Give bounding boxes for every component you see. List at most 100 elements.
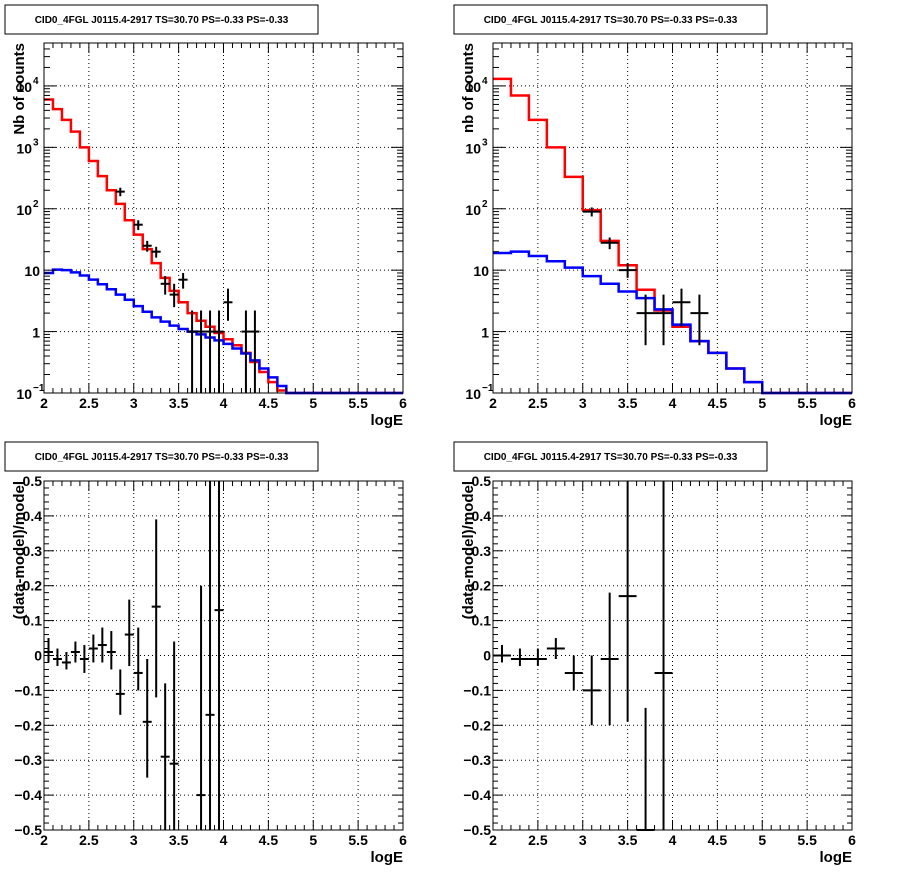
data-point: [205, 481, 215, 830]
data-point: [618, 481, 637, 722]
x-tick-label: 5.5: [348, 395, 368, 411]
data-point: [106, 631, 116, 670]
data-point: [582, 207, 601, 217]
y-tick-label: −0.1: [463, 682, 491, 698]
x-axis-label: logE: [820, 849, 853, 866]
x-tick-label: 4: [220, 832, 228, 848]
data-point: [564, 655, 583, 691]
x-tick-label: 4.5: [259, 395, 279, 411]
x-tick-label: 2.5: [79, 832, 99, 848]
title-box: [4, 4, 319, 35]
data-point: [178, 272, 188, 289]
y-tick-label: 10: [465, 140, 481, 156]
x-tick-label: 3: [130, 395, 138, 411]
y-axis-label: nb of counts: [460, 43, 477, 133]
chart-title: CID0_4FGL J0115.4-2917 TS=30.70 PS=-0.33…: [484, 452, 738, 463]
y-tick-label: 10: [16, 140, 32, 156]
y-tick-label: 0.5: [472, 473, 492, 489]
x-tick-label: 2: [489, 832, 497, 848]
chart-title: CID0_4FGL J0115.4-2917 TS=30.70 PS=-0.33…: [484, 15, 738, 26]
data-point: [79, 645, 89, 673]
title-box: [453, 4, 768, 35]
data-point: [196, 310, 206, 393]
data-point: [169, 641, 179, 830]
y-tick-label: 10: [465, 386, 481, 402]
y-tick-label: 1: [481, 325, 489, 341]
x-tick-label: 5.5: [348, 832, 368, 848]
x-axis-label: logE: [371, 849, 404, 866]
data-point: [124, 599, 134, 666]
y-tick-label: 10: [16, 202, 32, 218]
y-tick-label: 0.2: [23, 578, 43, 594]
y-tick-label: −0.3: [14, 752, 42, 768]
data-point: [151, 246, 161, 258]
x-axis-label: logE: [371, 412, 404, 429]
data-point: [133, 220, 143, 231]
data-point: [690, 294, 709, 346]
y-tick-label: 0.3: [23, 543, 43, 559]
x-tick-label: 2: [40, 395, 48, 411]
data-point: [654, 294, 673, 346]
x-tick-label: 5.5: [797, 395, 817, 411]
y-tick-label: −0.4: [463, 787, 491, 803]
data-point: [636, 294, 655, 346]
data-point: [88, 634, 98, 663]
data-point: [223, 288, 233, 321]
x-tick-label: 6: [848, 395, 856, 411]
x-tick-label: 5: [758, 395, 766, 411]
y-tick-label: 0: [483, 648, 491, 664]
data-point: [636, 707, 655, 831]
x-tick-label: 2: [40, 832, 48, 848]
x-tick-label: 3.5: [618, 395, 638, 411]
y-tick-label: 10: [473, 263, 489, 279]
y-tick-label: 0.4: [23, 508, 43, 524]
data-point: [142, 658, 152, 778]
x-tick-label: 4.5: [708, 832, 728, 848]
title-box: [4, 441, 319, 472]
y-tick-label: 0.1: [23, 613, 43, 629]
y-tick-label: −0.1: [14, 682, 42, 698]
data-point: [187, 310, 197, 393]
y-tick-label: 0.5: [23, 473, 43, 489]
x-tick-label: 2: [489, 395, 497, 411]
data-point: [528, 648, 547, 666]
data-point: [672, 288, 691, 327]
x-tick-label: 4: [669, 395, 677, 411]
y-tick-label: −0.3: [463, 752, 491, 768]
x-tick-label: 2.5: [528, 395, 548, 411]
y-tick-exponent: 2: [33, 199, 39, 210]
x-tick-label: 4: [220, 395, 228, 411]
x-tick-label: 6: [399, 832, 407, 848]
y-tick-label: 10: [16, 386, 32, 402]
data-point: [61, 652, 71, 670]
chart-title: CID0_4FGL J0115.4-2917 TS=30.70 PS=-0.33…: [35, 15, 289, 26]
x-tick-label: 3.5: [618, 832, 638, 848]
data-point: [582, 655, 601, 726]
chart-title: CID0_4FGL J0115.4-2917 TS=30.70 PS=-0.33…: [35, 452, 289, 463]
y-tick-label: 10: [465, 202, 481, 218]
y-axis-label: Nb of counts: [11, 43, 28, 135]
y-tick-label: 0.3: [472, 543, 492, 559]
y-tick-label: 0.1: [472, 613, 492, 629]
x-tick-label: 5: [309, 395, 317, 411]
data-point: [600, 237, 619, 250]
data-point: [205, 310, 215, 393]
x-tick-label: 5: [309, 832, 317, 848]
x-tick-label: 5: [758, 832, 766, 848]
y-tick-exponent: 4: [482, 76, 488, 87]
y-tick-label: 10: [24, 263, 40, 279]
data-point: [214, 310, 224, 393]
data-point: [214, 481, 224, 830]
y-tick-exponent: 4: [33, 76, 39, 87]
data-point: [493, 645, 511, 663]
data-point: [115, 187, 125, 197]
data-point: [142, 240, 152, 252]
data-point: [600, 592, 619, 726]
data-point: [241, 310, 251, 393]
y-tick-exponent: −1: [482, 383, 494, 394]
data-point: [151, 519, 161, 698]
data-point: [510, 648, 529, 666]
data-point: [160, 276, 170, 295]
